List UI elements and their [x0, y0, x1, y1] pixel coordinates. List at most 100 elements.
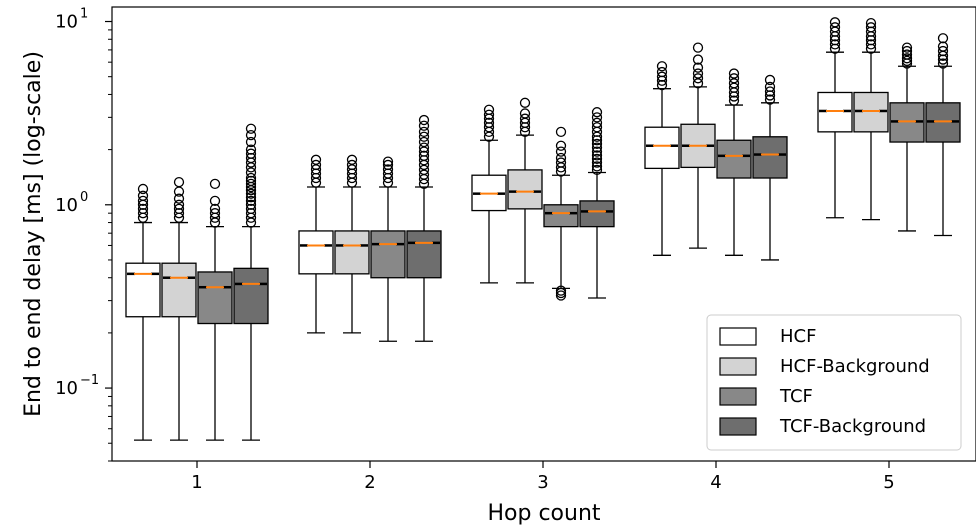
outlier-point — [245, 172, 257, 184]
outlier-point — [692, 78, 704, 89]
outlier-point — [937, 33, 949, 44]
outlier-point — [245, 192, 257, 203]
box — [507, 169, 543, 210]
box — [716, 139, 752, 179]
outlier-point — [310, 159, 322, 171]
outlier-point — [656, 66, 668, 78]
outlier-point — [418, 120, 430, 131]
x-axis: 1 2 3 4 5 — [191, 461, 895, 493]
legend-swatch — [719, 357, 757, 376]
outlier-point — [346, 159, 358, 171]
x-tick-label: 3 — [537, 472, 548, 493]
outlier-point — [865, 17, 877, 29]
outlier-point — [173, 176, 185, 188]
outlier-point — [728, 78, 740, 89]
outlier-point — [764, 94, 776, 105]
plot-area — [125, 17, 961, 441]
outlier-point — [591, 122, 603, 133]
x-tick-label: 4 — [710, 472, 721, 493]
legend-label: TCF — [779, 386, 813, 407]
outlier-point — [656, 71, 668, 82]
x-tick-label: 1 — [191, 472, 202, 493]
box — [125, 262, 161, 318]
box — [233, 267, 269, 325]
outlier-point — [901, 55, 913, 67]
outlier-point — [591, 161, 603, 172]
outlier-point — [692, 73, 704, 84]
outlier-point — [418, 114, 430, 126]
y-tick-exponent: 1 — [80, 7, 88, 22]
outlier-point — [591, 117, 603, 128]
outlier-point — [245, 188, 257, 199]
outlier-point — [137, 190, 149, 201]
outlier-point — [209, 195, 221, 207]
outlier-point — [901, 42, 913, 53]
outlier-point — [483, 104, 495, 115]
outlier-point — [137, 203, 149, 215]
outlier-point — [728, 68, 740, 79]
outlier-point — [173, 203, 185, 215]
outlier-point — [901, 45, 913, 57]
outlier-point — [829, 39, 841, 50]
legend-swatch — [719, 387, 757, 406]
outlier-point — [829, 17, 841, 28]
y-tick-exponent: 0 — [80, 190, 88, 205]
outlier-point — [245, 203, 257, 215]
outlier-point — [591, 146, 603, 157]
outlier-point — [591, 112, 603, 123]
box — [406, 230, 442, 279]
legend-label: TCF-Background — [779, 416, 926, 437]
box — [298, 230, 334, 275]
y-tick-exponent: −1 — [80, 373, 99, 388]
outlier-point — [209, 208, 221, 219]
outlier-point — [245, 123, 257, 134]
outlier-point — [382, 156, 394, 167]
outlier-point — [555, 126, 567, 138]
outlier-point — [418, 131, 430, 142]
box — [644, 126, 680, 170]
outlier-point — [591, 107, 603, 118]
outlier-point — [418, 142, 430, 153]
legend-frame — [706, 314, 962, 451]
outlier-point — [555, 140, 567, 151]
outlier-point — [937, 41, 949, 52]
outlier-point — [245, 136, 257, 148]
outlier-point — [764, 74, 776, 86]
outlier-point — [310, 154, 322, 165]
outlier-point — [418, 136, 430, 148]
outlier-point — [173, 199, 185, 210]
x-tick-label: 5 — [883, 472, 894, 493]
legend: HCF HCF-Background TCF TCF-Background — [706, 314, 962, 451]
outlier-point — [245, 144, 257, 155]
outlier-point — [901, 49, 913, 60]
outlier-point — [591, 164, 603, 176]
outlier-point — [591, 142, 603, 153]
outlier-point — [555, 157, 567, 168]
outlier-point — [519, 113, 531, 124]
series-tcf — [197, 42, 925, 441]
outlier-point — [692, 68, 704, 79]
y-tick-label: 10 — [55, 195, 78, 216]
outlier-point — [692, 62, 704, 73]
outlier-point — [245, 195, 257, 207]
outlier-point — [901, 53, 913, 64]
legend-label: HCF-Background — [780, 356, 930, 377]
outlier-point — [382, 164, 394, 175]
outlier-point — [418, 150, 430, 161]
outlier-point — [137, 195, 149, 207]
outlier-point — [692, 54, 704, 65]
series-tcf-background — [233, 33, 961, 441]
y-tick-label: 10 — [55, 12, 78, 33]
outlier-point — [591, 138, 603, 150]
outlier-point — [591, 157, 603, 168]
box — [543, 204, 579, 228]
outlier-point — [764, 81, 776, 93]
outlier-point — [764, 86, 776, 97]
series-hcf — [125, 17, 853, 441]
series-hcf-background — [161, 17, 889, 441]
outlier-point — [209, 178, 221, 190]
outlier-point — [245, 129, 257, 141]
outlier-point — [555, 152, 567, 164]
